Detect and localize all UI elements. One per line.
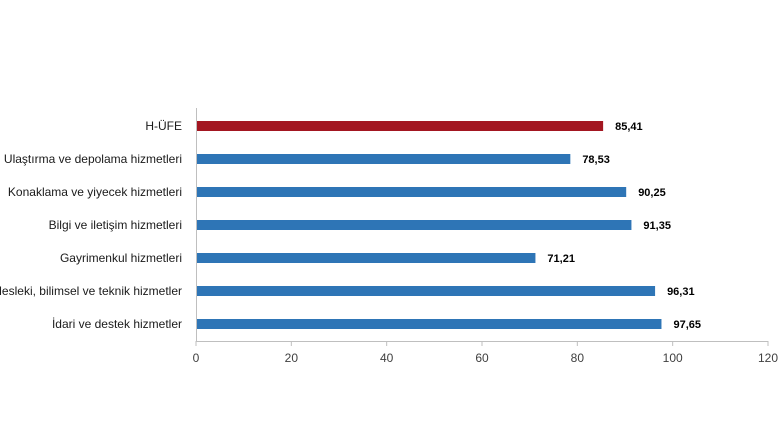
data-label: 97,65 [673,319,701,331]
x-tick-label: 100 [663,351,683,365]
data-label: 85,41 [615,121,643,133]
data-label: 96,31 [667,286,695,298]
bar-1 [197,154,571,164]
bar-0 [197,121,604,131]
bar-4 [197,253,536,263]
bar-3 [197,220,632,230]
x-tick-label: 40 [380,351,394,365]
labels: H-ÜFE 85,41 Ulaştırma ve depolama hizmetle… [0,119,701,331]
x-tick-label: 20 [285,351,299,365]
x-tick-label: 60 [475,351,489,365]
category-label: Mesleki, bilimsel ve teknik hizmetler [0,284,182,298]
data-label: 71,21 [547,253,575,265]
x-tick-label: 0 [193,351,200,365]
data-label: 90,25 [638,187,666,199]
data-label: 91,35 [643,220,671,232]
category-label: Ulaştırma ve depolama hizmetleri [4,152,182,166]
x-axis: 0 20 40 60 80 100 120 [193,108,778,365]
bar-5 [197,286,656,296]
category-label: Konaklama ve yiyecek hizmetleri [8,185,182,199]
bars [197,121,662,329]
data-label: 78,53 [582,154,610,166]
bar-6 [197,319,662,329]
category-label: İdari ve destek hizmetler [52,317,182,331]
x-tick-label: 120 [758,351,778,365]
category-label: H-ÜFE [145,119,182,133]
category-label: Gayrimenkul hizmetleri [60,251,182,265]
category-label: Bilgi ve iletişim hizmetleri [49,218,182,232]
x-tick-label: 80 [571,351,585,365]
bar-2 [197,187,627,197]
